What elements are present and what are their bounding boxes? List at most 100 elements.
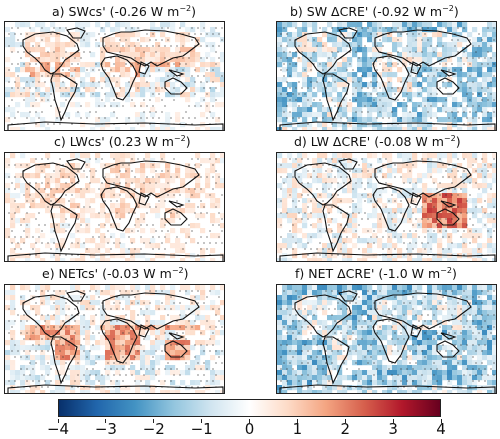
field-cell	[312, 258, 318, 261]
stipple-dot	[11, 338, 13, 340]
stipple-dot	[86, 69, 88, 71]
stipple-dot	[448, 176, 450, 178]
field-cell	[55, 82, 61, 88]
stipple-dot	[23, 374, 25, 376]
stipple-dot	[484, 212, 486, 214]
field-cell	[185, 365, 191, 371]
field-cell	[297, 32, 303, 38]
stipple-dot	[364, 105, 366, 107]
field-cell	[277, 295, 283, 301]
field-cell	[30, 82, 36, 88]
field-cell	[487, 77, 493, 83]
stipple-dot	[403, 182, 405, 184]
stipple-dot	[412, 69, 414, 71]
field-cell	[432, 102, 438, 108]
stipple-dot	[493, 27, 495, 29]
field-cell	[175, 173, 181, 179]
field-cell	[55, 37, 61, 43]
stipple-dot	[382, 236, 384, 238]
stipple-dot	[29, 194, 31, 196]
field-cell	[292, 295, 298, 301]
field-cell	[55, 385, 61, 391]
stipple-dot	[17, 314, 19, 316]
field-cell	[377, 102, 383, 108]
field-cell	[5, 355, 11, 361]
stipple-dot	[349, 170, 351, 172]
stipple-dot	[20, 248, 22, 250]
field-cell	[492, 102, 496, 108]
field-cell	[367, 178, 373, 184]
stipple-dot	[59, 27, 61, 29]
stipple-dot	[119, 290, 121, 292]
field-cell	[437, 258, 443, 261]
stipple-dot	[439, 230, 441, 232]
field-cell	[165, 183, 171, 189]
field-cell	[282, 117, 288, 123]
field-cell	[452, 218, 458, 224]
stipple-dot	[206, 33, 208, 35]
field-cell	[185, 325, 191, 331]
stipple-dot	[173, 338, 175, 340]
stipple-dot	[430, 93, 432, 95]
field-cell	[165, 233, 171, 239]
field-cell	[347, 238, 353, 244]
field-cell	[50, 178, 56, 184]
field-cell	[10, 238, 16, 244]
field-cell	[342, 107, 348, 113]
field-cell	[85, 37, 91, 43]
stipple-dot	[26, 320, 28, 322]
field-cell	[382, 72, 388, 78]
stipple-dot	[283, 75, 285, 77]
field-cell	[145, 203, 151, 209]
field-cell	[160, 188, 166, 194]
field-cell	[492, 178, 496, 184]
field-cell	[352, 223, 358, 229]
field-cell	[317, 67, 323, 73]
stipple-dot	[32, 248, 34, 250]
field-cell	[65, 355, 71, 361]
field-cell	[492, 112, 496, 118]
stipple-dot	[131, 230, 133, 232]
field-cell	[347, 72, 353, 78]
field-cell	[35, 320, 41, 326]
field-cell	[125, 52, 131, 58]
field-cell	[357, 310, 363, 316]
field-cell	[105, 248, 111, 254]
field-cell	[55, 77, 61, 83]
field-cell	[115, 285, 121, 291]
stipple-dot	[493, 230, 495, 232]
stipple-dot	[340, 224, 342, 226]
field-cell	[95, 370, 101, 376]
stipple-dot	[197, 27, 199, 29]
field-cell	[327, 258, 333, 261]
field-cell	[25, 188, 31, 194]
stipple-dot	[137, 302, 139, 304]
field-cell	[302, 77, 308, 83]
stipple-dot	[304, 212, 306, 214]
field-cell	[35, 122, 41, 128]
field-cell	[110, 203, 116, 209]
stipple-dot	[358, 164, 360, 166]
field-cell	[287, 173, 293, 179]
field-cell	[165, 370, 171, 376]
stipple-dot	[59, 111, 61, 113]
field-cell	[220, 92, 224, 98]
stipple-dot	[304, 93, 306, 95]
field-cell	[40, 390, 46, 393]
field-cell	[5, 233, 11, 239]
field-cell	[80, 330, 86, 336]
stipple-dot	[89, 326, 91, 328]
stipple-dot	[466, 224, 468, 226]
field-cell	[20, 163, 26, 169]
field-cell	[60, 355, 66, 361]
field-cell	[367, 285, 373, 291]
field-cell	[125, 168, 131, 174]
field-cell	[407, 77, 413, 83]
field-cell	[437, 198, 443, 204]
field-cell	[377, 107, 383, 113]
field-cell	[160, 82, 166, 88]
field-cell	[442, 315, 448, 321]
stipple-dot	[221, 362, 223, 364]
stipple-dot	[98, 308, 100, 310]
field-cell	[292, 320, 298, 326]
